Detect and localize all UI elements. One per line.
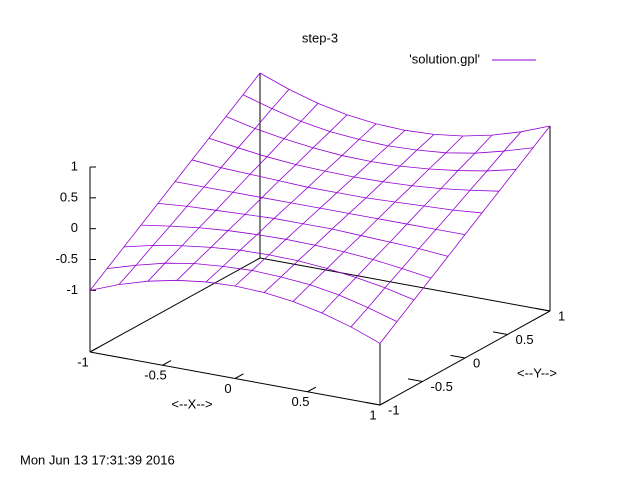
z-tick-label: 0 [71, 220, 78, 235]
x-tick [89, 346, 99, 353]
legend-label: 'solution.gpl' [409, 51, 480, 66]
y-axis-label: <--Y--> [517, 365, 557, 380]
box-edge [259, 257, 551, 312]
y-tick-label: 1 [558, 308, 565, 323]
y-tick [450, 354, 466, 359]
x-tick [162, 360, 172, 366]
mesh-line [157, 203, 449, 257]
z-tick-label: -1 [66, 282, 78, 297]
box-edge [89, 257, 261, 353]
x-tick [234, 373, 244, 379]
mesh-line [191, 159, 483, 214]
y-tick-label: 0.5 [516, 332, 534, 347]
z-tick-label: -0.5 [56, 251, 78, 266]
y-tick-label: -1 [388, 402, 400, 417]
mesh-line [208, 137, 500, 192]
mesh-line [89, 279, 381, 344]
x-tick-label: -0.5 [144, 368, 166, 383]
z-tick-label: 1 [71, 158, 78, 173]
mesh-line [174, 181, 466, 236]
mesh-line [106, 262, 398, 322]
mesh-line [140, 224, 432, 279]
x-tick [307, 386, 317, 393]
timestamp: Mon Jun 13 17:31:39 2016 [20, 452, 175, 467]
x-tick-label: 1 [369, 407, 376, 422]
y-tick-label: 0 [473, 355, 480, 370]
y-tick [535, 307, 551, 312]
y-tick [365, 401, 381, 406]
x-tick-label: -1 [77, 354, 89, 369]
y-tick [492, 331, 508, 335]
x-axis-label: <--X--> [171, 396, 212, 411]
z-tick-label: 0.5 [60, 189, 78, 204]
y-tick [407, 378, 423, 382]
mesh-line [259, 72, 551, 137]
mesh-line [123, 244, 415, 301]
y-tick-label: -0.5 [431, 379, 453, 394]
x-tick-label: 0 [224, 381, 231, 396]
mesh-line [242, 94, 534, 154]
x-tick-label: 0.5 [291, 394, 309, 409]
chart-title: step-3 [302, 30, 338, 45]
x-tick [379, 399, 389, 406]
mesh-line [225, 116, 517, 172]
